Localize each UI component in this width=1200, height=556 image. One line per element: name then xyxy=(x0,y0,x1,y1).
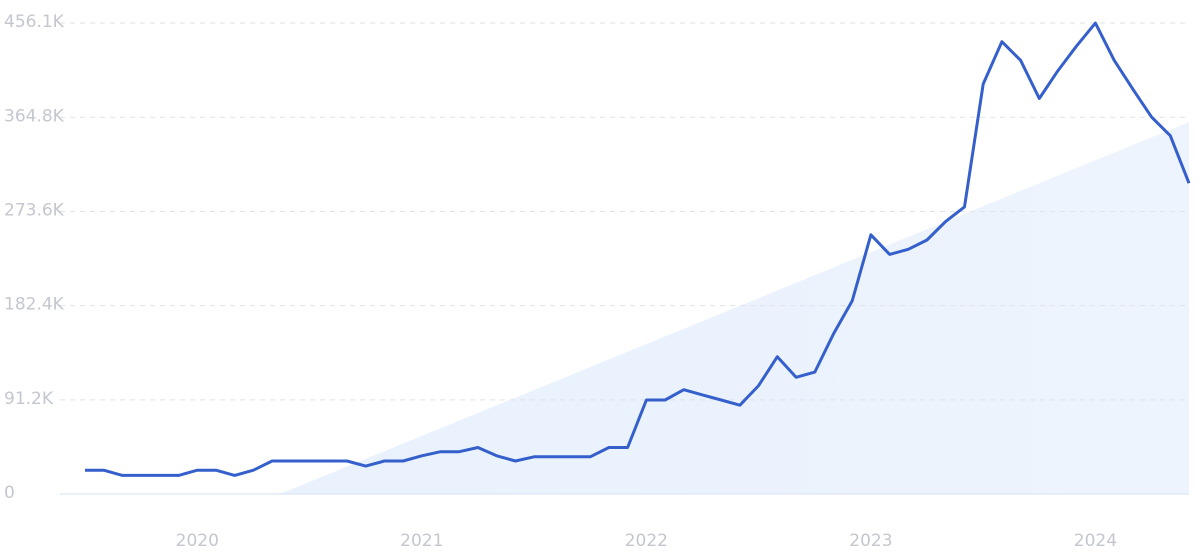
x-tick-label: 2023 xyxy=(849,531,892,551)
y-tick-label: 91.2K xyxy=(4,389,54,409)
y-tick-label: 182.4K xyxy=(4,295,65,315)
y-tick-label: 0 xyxy=(4,483,15,503)
y-tick-label: 456.1K xyxy=(4,12,65,32)
x-tick-label: 2021 xyxy=(400,531,443,551)
x-tick-label: 2022 xyxy=(625,531,668,551)
x-tick-label: 2024 xyxy=(1074,531,1117,551)
data-line xyxy=(85,21,1191,477)
trend-area xyxy=(280,122,1189,494)
y-tick-label: 364.8K xyxy=(4,106,65,126)
x-tick-label: 2020 xyxy=(176,531,219,551)
y-tick-label: 273.6K xyxy=(4,200,65,220)
